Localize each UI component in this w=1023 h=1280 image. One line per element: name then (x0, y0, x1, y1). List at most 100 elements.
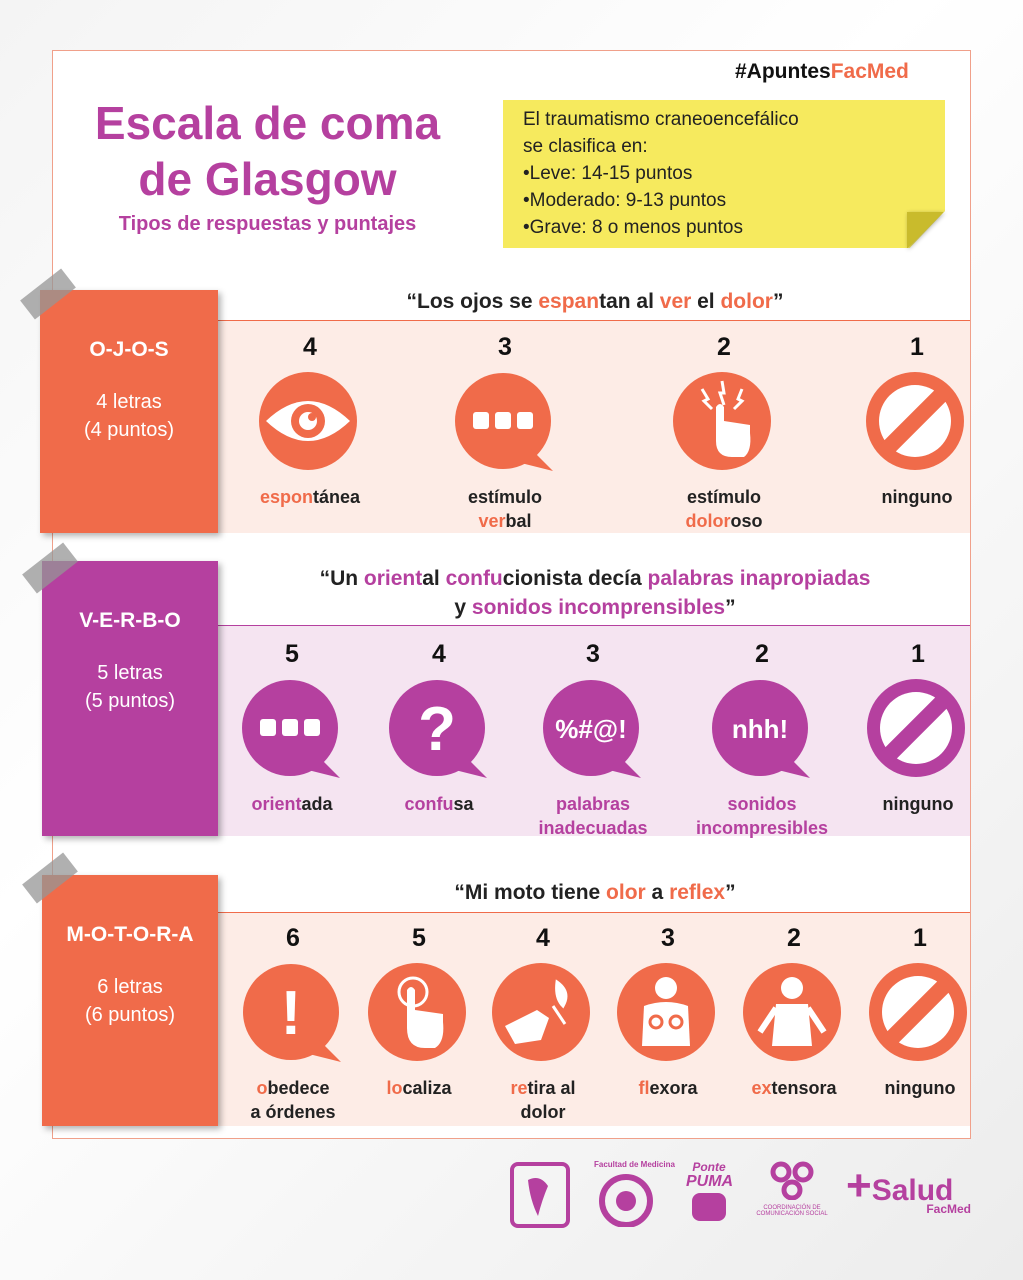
highlight-text: orient (251, 794, 302, 814)
text-segment: al (422, 567, 446, 590)
score: 4 (303, 333, 317, 361)
symbols-bubble-icon: %#@! (543, 680, 641, 778)
note-line: se clasifica en: (523, 136, 648, 157)
motora-response-item: 2 extensora (719, 924, 869, 1100)
text-segment: ada (301, 794, 333, 814)
text-segment: ” (725, 596, 736, 619)
mnemonic-word: V-E-R-B-O (79, 609, 181, 632)
touch-hand-icon (368, 963, 466, 1061)
text-segment: sa (453, 794, 474, 814)
speech-bubble-icon (242, 680, 340, 778)
text-segment: estímulo (467, 487, 542, 507)
score: 2 (755, 640, 769, 668)
score: 1 (910, 333, 924, 361)
points-count: (6 puntos) (84, 1004, 176, 1026)
highlight-text: reflex (669, 881, 726, 904)
response-label: orientada (217, 792, 367, 816)
score: 5 (285, 640, 299, 668)
text-line: verbal (430, 509, 580, 533)
score: 1 (911, 640, 925, 668)
verbo-response-item: 2 nhh! sonidos incompresibles (687, 640, 837, 840)
text-segment: bal (505, 511, 532, 531)
salud-text: Salud (871, 1174, 954, 1207)
coordinacion-logo: COORDINACIÓN DE COMUNICACIÓN SOCIAL (752, 1160, 832, 1230)
highlight-text: olor (606, 881, 646, 904)
response-label: ninguno (843, 792, 993, 816)
note-line: •Grave: 8 o menos puntos (523, 217, 743, 238)
text-line: orientada (217, 792, 367, 816)
highlight-text: palabras (555, 794, 631, 814)
no-icon (866, 372, 964, 470)
highlight-text: incompresibles (695, 818, 829, 838)
text-segment: dolor (520, 1102, 566, 1122)
exclamation-bubble-icon: ! (243, 964, 341, 1062)
text-line: doloroso (649, 509, 799, 533)
speech-bubble-icon (455, 373, 553, 471)
note-line: •Moderado: 9-13 puntos (523, 190, 727, 211)
text-segment: ninguno (882, 794, 954, 814)
text-line: extensora (719, 1076, 869, 1100)
hand-fire-icon (492, 963, 590, 1061)
response-label: palabras inadecuadas (518, 792, 668, 840)
ojos-response-item: 4 espontánea (235, 333, 385, 509)
text-line: confusa (364, 792, 514, 816)
svg-text:?: ? (418, 695, 456, 764)
response-label: sonidos incompresibles (687, 792, 837, 840)
note-line: •Leve: 14-15 puntos (523, 163, 693, 184)
ponte-puma-logo: Ponte PUMA (686, 1160, 733, 1230)
motora-tab: M-O-T-O-R-A 6 letras (6 puntos) (42, 875, 218, 1126)
text-line: estímulo (430, 485, 580, 509)
note-line: El traumatismo craneoencefálico (523, 109, 799, 130)
text-line: obedece (218, 1076, 368, 1100)
unam-logo (510, 1162, 570, 1228)
highlight-text: lo (386, 1078, 403, 1098)
hashtag-brand: FacMed (830, 60, 909, 83)
text-line: “Los ojos se espantan al ver el dolor” (220, 287, 970, 316)
verbo-response-item: 1 ninguno (843, 640, 993, 816)
points-count: (4 puntos) (83, 419, 175, 441)
response-label: extensora (719, 1076, 869, 1100)
text-line: ninguno (842, 485, 992, 509)
text-segment: “Los ojos se (406, 290, 539, 313)
hashtag-part: #Apuntes (735, 60, 831, 83)
text-segment: tánea (312, 487, 361, 507)
text-segment: ninguno (884, 1078, 956, 1098)
text-line: ninguno (843, 792, 993, 816)
highlight-text: confu (445, 567, 503, 590)
facmed-text: FacMed (926, 1202, 971, 1216)
highlight-text: ver (659, 290, 692, 313)
highlight-text: re (510, 1078, 528, 1098)
coord-line: COMUNICACIÓN SOCIAL (756, 1211, 828, 1217)
verbo-response-item: 5 orientada (217, 640, 367, 816)
text-segment: ” (772, 290, 784, 313)
text-line: ninguno (845, 1076, 995, 1100)
highlight-text: o (256, 1078, 268, 1098)
response-label: ninguno (845, 1076, 995, 1100)
text-segment: ” (725, 881, 736, 904)
letters-count: 6 letras (97, 976, 163, 998)
highlight-text: inadecuadas (538, 818, 648, 838)
verbo-response-item: 3 %#@! palabras inadecuadas (518, 640, 668, 840)
coord-line: COORDINACIÓN DE (763, 1205, 821, 1211)
text-line: inadecuadas (518, 816, 668, 840)
text-segment: el (691, 290, 721, 313)
hashtag: #ApuntesFacMed (735, 60, 909, 84)
score: 3 (586, 640, 600, 668)
highlight-text: espan (538, 290, 600, 313)
highlight-text: palabras inapropiadas (647, 567, 871, 590)
ojos-tab: O-J-O-S 4 letras (4 puntos) (40, 290, 218, 533)
response-label: retira al dolor (468, 1076, 618, 1124)
highlight-text: sonidos (727, 794, 797, 814)
salud-facmed-logo: +Salud FacMed (846, 1164, 971, 1238)
title-line: de Glasgow (138, 153, 397, 205)
ponte-text: Ponte (692, 1160, 726, 1174)
text-line: “Mi moto tiene olor a reflex” (220, 878, 970, 907)
flexion-figure-icon (617, 963, 715, 1061)
response-label: confusa (364, 792, 514, 816)
response-label: obedece a órdenes (218, 1076, 368, 1124)
text-line: palabras (518, 792, 668, 816)
motora-response-item: 1 ninguno (845, 924, 995, 1100)
response-label: espontánea (235, 485, 385, 509)
text-segment: exora (649, 1078, 698, 1098)
mnemonic-word: O-J-O-S (89, 338, 169, 361)
